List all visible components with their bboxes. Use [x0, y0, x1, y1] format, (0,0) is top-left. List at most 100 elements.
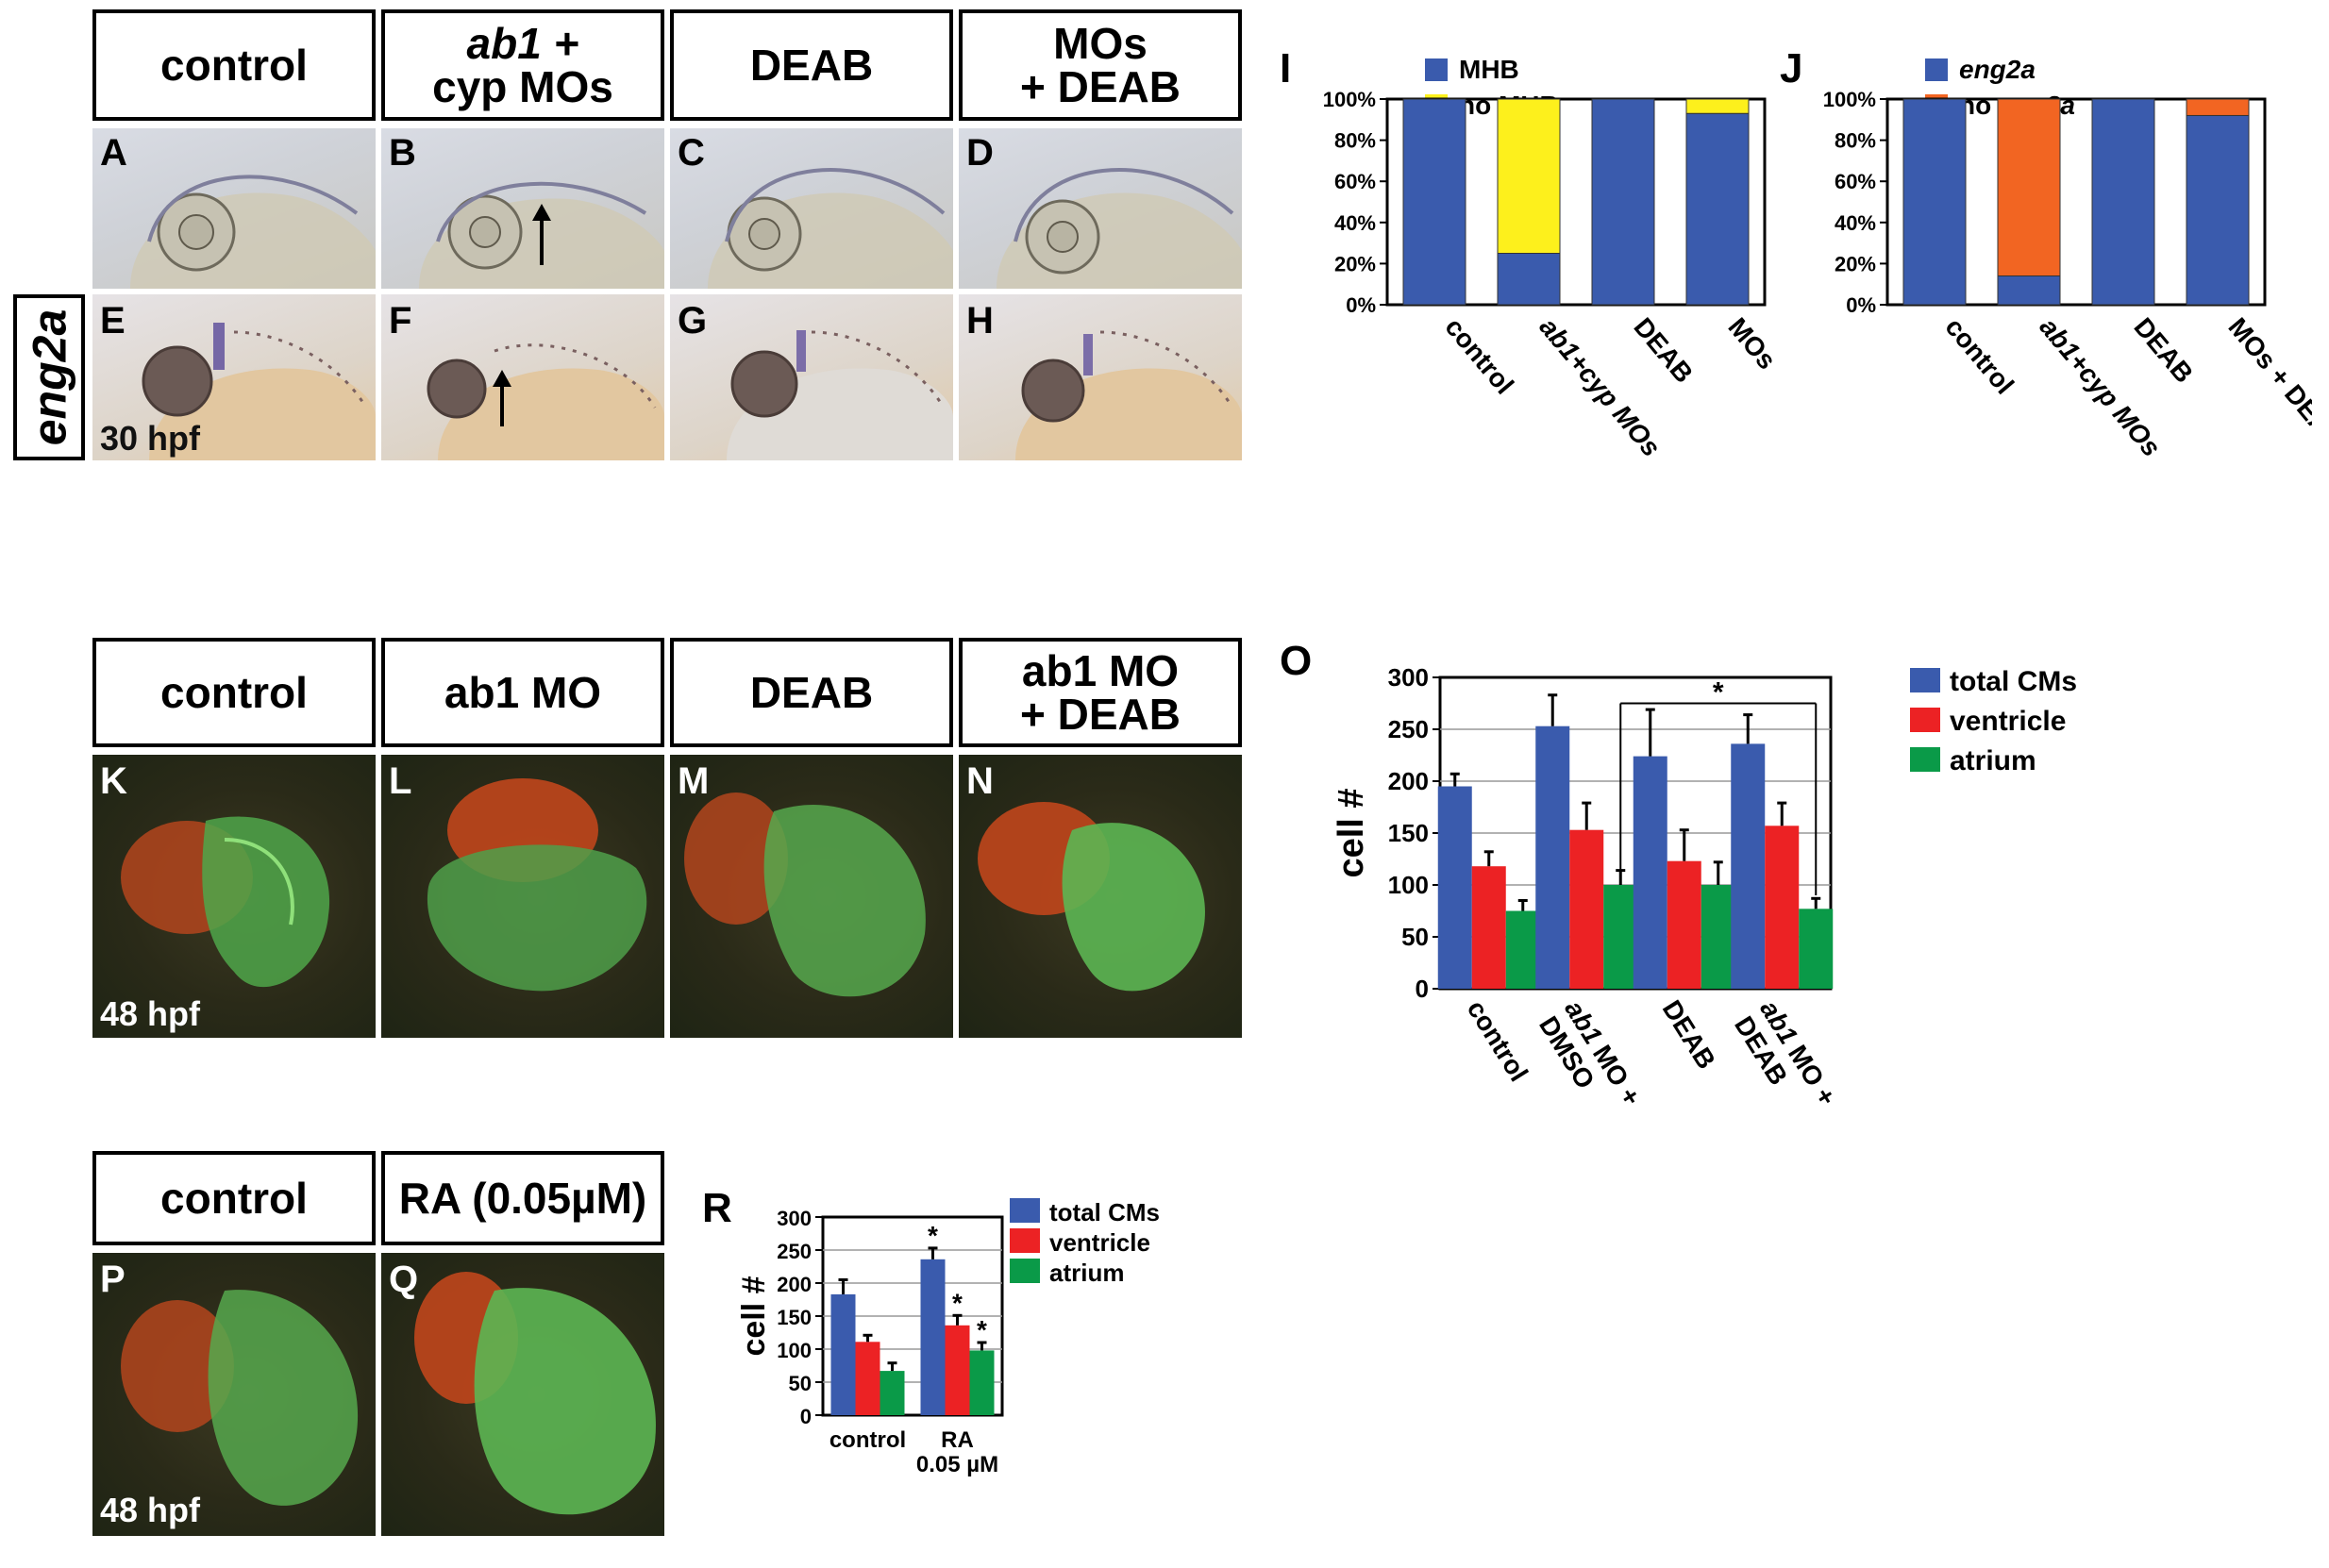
header-text: control — [160, 668, 308, 717]
legend-label: atrium — [1950, 745, 2036, 776]
y-tick-label: 80% — [1334, 129, 1376, 153]
header-deab-row1: DEAB — [670, 9, 953, 121]
bar — [1535, 726, 1570, 989]
header-text: + DEAB — [1020, 690, 1181, 739]
panel-letter: E — [100, 300, 126, 342]
bar — [830, 1293, 856, 1415]
y-tick-label: 0% — [1846, 293, 1876, 317]
bar — [1505, 910, 1540, 989]
header-mos-row1: ab1 + cyp MOs — [381, 9, 664, 121]
y-tick-label: 150 — [1388, 819, 1429, 847]
stage-label: 48 hpf — [100, 1491, 201, 1529]
bar — [1731, 743, 1766, 989]
heart-drawing — [121, 1290, 359, 1506]
panel-letter-r: R — [702, 1185, 732, 1231]
header-ab1-row2: ab1 MO — [381, 638, 664, 747]
bar — [1437, 786, 1472, 989]
bar-segment — [1997, 98, 2061, 276]
header-control-row3: control — [92, 1151, 376, 1245]
x-tick-label: control — [1462, 995, 1534, 1087]
bar — [1799, 909, 1834, 989]
stage-label: 48 hpf — [100, 994, 201, 1033]
embryo-image-g — [670, 294, 953, 460]
y-tick-label: 300 — [777, 1207, 812, 1230]
legend-swatch — [1910, 747, 1940, 772]
legend-label: ventricle — [1950, 706, 2066, 737]
x-tick-label: MOs + DEAB — [1722, 312, 1774, 456]
bar-segment — [1497, 98, 1561, 254]
bar-segment — [1685, 98, 1750, 114]
embryo-image-c — [670, 128, 953, 289]
embryo-drawing — [130, 175, 376, 289]
embryo-image-b — [381, 128, 664, 289]
bar-segment — [1685, 112, 1750, 306]
panel-letter-i: I — [1280, 45, 1292, 92]
y-tick-label: 100 — [777, 1339, 812, 1362]
y-tick-label: 150 — [777, 1306, 812, 1329]
embryo-drawing — [1015, 330, 1242, 460]
legend-swatch — [1910, 668, 1940, 692]
y-tick-label: 60% — [1835, 170, 1876, 193]
header-text: RA (0.05µM) — [398, 1174, 647, 1223]
y-tick-label: 250 — [777, 1240, 812, 1263]
bar-segment — [1497, 253, 1561, 306]
panel-letter: D — [966, 132, 994, 174]
header-deab-row2: DEAB — [670, 638, 953, 747]
legend-label: ventricle — [1049, 1228, 1150, 1257]
y-tick-label: 0 — [1416, 975, 1429, 1003]
y-tick-label: 20% — [1835, 252, 1876, 275]
significance-star: * — [977, 1315, 987, 1344]
header-control-row1: control — [92, 9, 376, 121]
bar — [1633, 756, 1667, 989]
heart-drawing — [121, 816, 330, 988]
y-tick-label: 100% — [1823, 88, 1876, 111]
bar-segment — [2091, 98, 2155, 306]
x-tick-label: ab1 MO +DEAB — [1729, 995, 1842, 1127]
legend-swatch — [1425, 58, 1448, 81]
embryo-image-a — [92, 128, 376, 289]
plot-frame — [1885, 97, 2267, 307]
x-tick-label: MOs + DEAB — [2222, 312, 2312, 456]
y-tick-label: 20% — [1334, 252, 1376, 275]
legend-label: total CMs — [1049, 1198, 1160, 1226]
legend-swatch — [1010, 1259, 1040, 1283]
header-ra-row3: RA (0.05µM) — [381, 1151, 664, 1245]
y-tick-label: 60% — [1334, 170, 1376, 193]
y-tick-label: 80% — [1835, 129, 1876, 153]
heart-image-q — [381, 1253, 664, 1536]
x-tick-label: ab1 MO +DMSO — [1533, 995, 1647, 1127]
legend-swatch — [1910, 708, 1940, 732]
plot-frame — [1385, 97, 1767, 307]
y-tick-label: 50 — [1401, 923, 1429, 951]
embryo-image-h — [959, 294, 1242, 460]
panel-letter: B — [389, 132, 416, 174]
embryo-image-d — [959, 128, 1242, 289]
significance-star: * — [928, 1221, 938, 1250]
panel-letter: H — [966, 300, 994, 342]
heart-image-p — [92, 1253, 376, 1536]
x-tick-label: control — [1939, 312, 2019, 400]
panel-letter: Q — [389, 1259, 419, 1300]
x-tick-label: DEAB — [1657, 995, 1721, 1075]
significance-star: * — [1713, 677, 1724, 709]
bar — [1765, 826, 1800, 989]
bar-segment — [2186, 114, 2250, 306]
embryo-image-e — [92, 294, 376, 460]
legend-label: eng2a — [1959, 55, 2036, 84]
panel-letter: N — [966, 760, 994, 802]
panel-letter: M — [678, 760, 710, 802]
bar-segment — [2186, 98, 2250, 116]
significance-star: * — [952, 1288, 963, 1317]
header-ab1-deab-row2: ab1 MO + DEAB — [959, 638, 1242, 747]
bar — [1471, 866, 1506, 989]
panel-letter: C — [678, 132, 705, 174]
y-tick-label: 100 — [1388, 871, 1429, 899]
side-label: eng2a — [23, 309, 76, 446]
x-tick-label: control — [829, 1427, 906, 1453]
heart-drawing — [427, 778, 647, 992]
legend-label: total CMs — [1950, 666, 2077, 697]
x-tick-label: DEAB — [1628, 312, 1699, 389]
